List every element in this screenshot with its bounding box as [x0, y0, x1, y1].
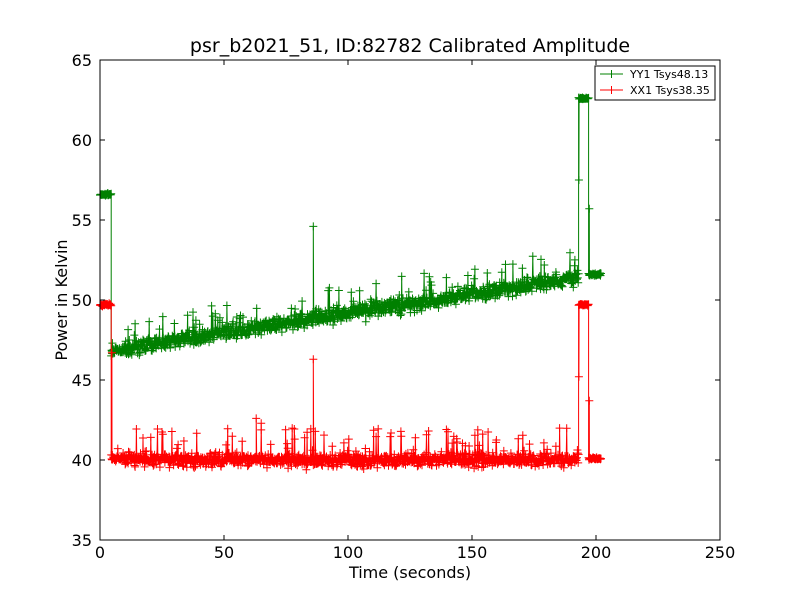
- x-tick-label: 0: [95, 543, 105, 562]
- x-tick-label: 50: [214, 543, 234, 562]
- legend-marker-yy1: [607, 70, 616, 78]
- series-xx1: [96, 299, 605, 474]
- y-tick-label: 60: [72, 131, 92, 150]
- x-tick-label: 200: [581, 543, 612, 562]
- legend-label-xx1: XX1 Tsys38.35: [630, 84, 710, 97]
- y-tick-label: 65: [72, 51, 92, 70]
- y-tick-label: 40: [72, 451, 92, 470]
- x-axis-title: Time (seconds): [348, 563, 471, 582]
- y-axis-title: Power in Kelvin: [52, 239, 71, 360]
- series-layer: [96, 93, 605, 474]
- y-tick-label: 50: [72, 291, 92, 310]
- x-tick-label: 150: [457, 543, 488, 562]
- legend: YY1 Tsys48.13 XX1 Tsys38.35: [594, 65, 716, 101]
- chart-title: psr_b2021_51, ID:82782 Calibrated Amplit…: [190, 35, 630, 57]
- ticks-layer: 0 50 100 150 200 250 35 40 45 50 55 60 65: [72, 51, 736, 562]
- y-tick-label: 35: [72, 531, 92, 550]
- legend-label-yy1: YY1 Tsys48.13: [629, 68, 708, 81]
- y-tick-label: 45: [72, 371, 92, 390]
- legend-box: [594, 65, 716, 101]
- legend-marker-xx1: [607, 86, 616, 94]
- x-tick-label: 250: [705, 543, 736, 562]
- y-tick-label: 55: [72, 211, 92, 230]
- x-tick-label: 100: [333, 543, 364, 562]
